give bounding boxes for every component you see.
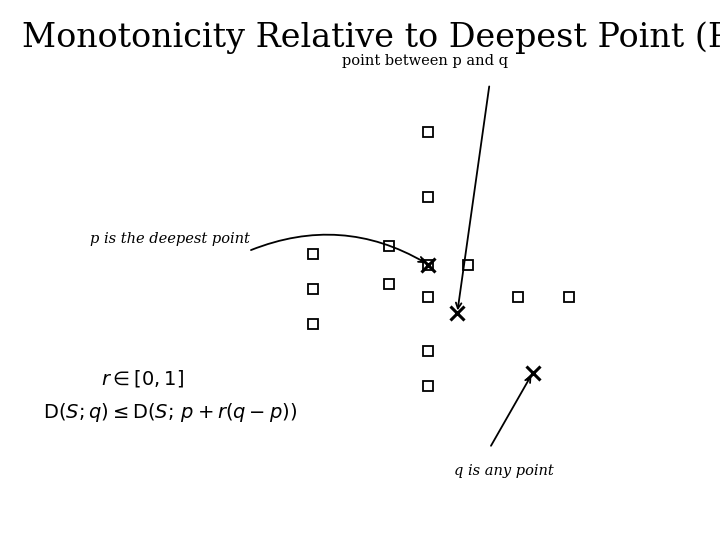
Text: $r \in [0,1]$: $r \in [0,1]$ (101, 368, 184, 389)
Text: Monotonicity Relative to Deepest Point (P3): Monotonicity Relative to Deepest Point (… (22, 22, 720, 54)
Text: point between p and q: point between p and q (341, 53, 508, 68)
Text: $\mathrm{D}(S;q) \leq \mathrm{D}(S;\,p+r(q-p))$: $\mathrm{D}(S;q) \leq \mathrm{D}(S;\,p+r… (43, 401, 297, 424)
Text: q is any point: q is any point (454, 464, 554, 478)
Text: p is the deepest point: p is the deepest point (90, 232, 250, 246)
